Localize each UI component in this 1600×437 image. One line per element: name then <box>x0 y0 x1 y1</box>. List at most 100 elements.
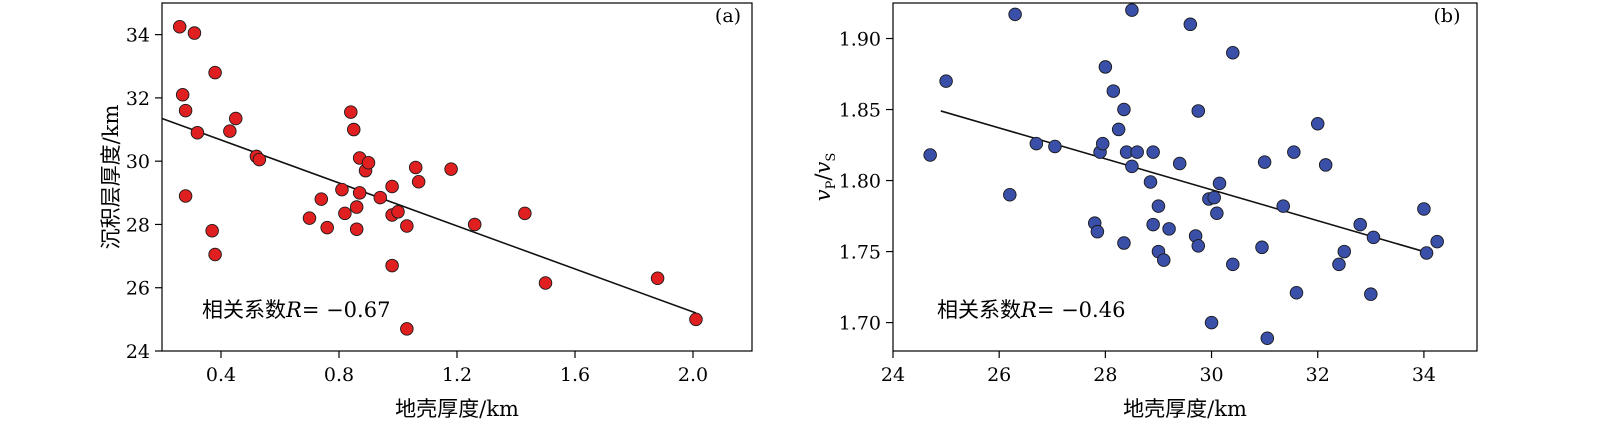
x-tick-label-a: 0.8 <box>324 364 354 386</box>
y-axis-title-b-v2: v <box>811 162 835 174</box>
y-axis-title-b-sub2: S <box>824 153 839 162</box>
data-point-b <box>1287 145 1301 159</box>
plot-a-layer: 0.4 0.8 1.2 1.6 2.0 24 26 28 30 32 34 <box>126 19 708 386</box>
data-point-a <box>347 122 361 137</box>
data-point-a <box>175 87 190 102</box>
data-point-b <box>1191 239 1206 253</box>
data-point-b <box>1191 104 1206 118</box>
x-tick-label-b: 30 <box>1199 364 1223 386</box>
x-axis-title-b: 地壳厚度/km <box>1123 397 1247 421</box>
y-axis-title-b-v1: v <box>811 189 835 201</box>
data-point-b <box>1125 159 1139 174</box>
y-tick-label-a: 30 <box>126 151 150 173</box>
data-point-b <box>1353 217 1367 232</box>
x-tick-label-a: 0.4 <box>206 364 236 386</box>
data-point-b <box>1210 206 1224 220</box>
x-tick-label-a: 1.2 <box>442 364 472 386</box>
correlation-prefix-b: 相关系数 <box>937 298 1021 322</box>
data-point-b <box>1260 331 1275 345</box>
y-axis-title-a: 沉积层厚度/km <box>99 105 123 250</box>
data-point-b <box>1151 199 1166 213</box>
y-axis-title-b-sep: / <box>811 173 835 181</box>
data-point-b <box>1048 139 1062 154</box>
data-point-a <box>385 258 399 273</box>
y-tick-label-b: 1.85 <box>839 100 881 122</box>
data-point-b <box>1095 136 1110 151</box>
data-point-b <box>1117 236 1131 250</box>
data-point-b <box>1117 102 1131 117</box>
data-point-a <box>178 189 193 203</box>
data-point-a <box>338 206 352 221</box>
data-point-a <box>391 205 405 219</box>
x-tick-label-a: 1.6 <box>560 364 590 386</box>
data-point-a <box>349 200 364 214</box>
data-point-a <box>228 111 243 126</box>
data-point-a <box>172 19 187 34</box>
data-point-a <box>314 192 329 206</box>
y-tick-label-b: 1.75 <box>839 242 881 264</box>
data-point-b <box>1310 116 1325 131</box>
data-point-b <box>1212 176 1227 191</box>
data-point-a <box>518 206 532 221</box>
correlation-value-a: = −0.67 <box>302 298 391 322</box>
data-point-b <box>1098 60 1113 74</box>
data-point-b <box>1090 224 1105 239</box>
data-point-b <box>1146 217 1160 232</box>
data-point-b <box>1162 222 1176 236</box>
data-point-a <box>178 103 193 118</box>
x-tick-label-b: 26 <box>987 364 1011 386</box>
data-point-b <box>1417 202 1431 216</box>
data-point-b <box>923 148 937 162</box>
x-tick-label-b: 34 <box>1412 364 1436 386</box>
data-point-b <box>1130 145 1144 159</box>
data-point-b <box>1276 199 1290 213</box>
data-point-b <box>1143 175 1158 189</box>
data-point-b <box>1226 45 1240 60</box>
data-point-a <box>538 276 553 290</box>
data-point-b <box>1029 136 1044 151</box>
data-point-a <box>349 222 364 236</box>
data-point-b <box>1183 17 1198 32</box>
data-point-a <box>400 219 414 233</box>
data-point-a <box>650 271 665 285</box>
correlation-var-a: R <box>285 298 302 322</box>
data-point-b <box>1332 257 1346 272</box>
y-tick-label-b: 1.90 <box>839 29 881 51</box>
data-point-b <box>1366 230 1381 245</box>
x-tick-label-a: 2.0 <box>678 364 708 386</box>
data-point-a <box>352 186 367 200</box>
trend-line-a <box>161 117 697 314</box>
data-point-a <box>187 26 202 40</box>
correlation-prefix-a: 相关系数 <box>202 298 286 322</box>
data-point-a <box>208 65 222 80</box>
y-tick-label-a: 32 <box>126 88 150 110</box>
data-point-a <box>320 220 334 235</box>
y-tick-label-b: 1.80 <box>839 171 881 193</box>
data-point-b <box>1172 156 1187 171</box>
correlation-annotation-b: 相关系数R= −0.46 <box>937 298 1125 322</box>
data-point-a <box>208 247 222 262</box>
x-axis-title-a: 地壳厚度/km <box>395 397 519 421</box>
data-point-b <box>1318 158 1333 172</box>
y-tick-label-a: 24 <box>126 341 150 363</box>
data-point-a <box>689 312 703 327</box>
data-point-b <box>1207 190 1221 205</box>
data-point-b <box>1257 155 1272 169</box>
correlation-value-b: = −0.46 <box>1037 298 1126 322</box>
data-point-a <box>302 211 317 225</box>
data-point-b <box>1430 234 1444 249</box>
plot-frame-b <box>892 2 1478 352</box>
data-point-a <box>408 160 423 175</box>
y-tick-label-a: 34 <box>126 25 150 47</box>
data-point-b <box>1146 145 1160 159</box>
data-point-a <box>411 174 426 189</box>
correlation-var-b: R <box>1020 298 1037 322</box>
panel-b: 24 26 28 30 32 34 1.70 1.75 1.80 1.85 1.90 (b) 相关系… <box>811 2 1478 421</box>
data-point-a <box>373 190 388 205</box>
data-point-a <box>361 156 376 170</box>
data-point-b <box>1364 287 1378 301</box>
x-tick-label-b: 24 <box>881 364 905 386</box>
data-point-b <box>1204 315 1219 330</box>
